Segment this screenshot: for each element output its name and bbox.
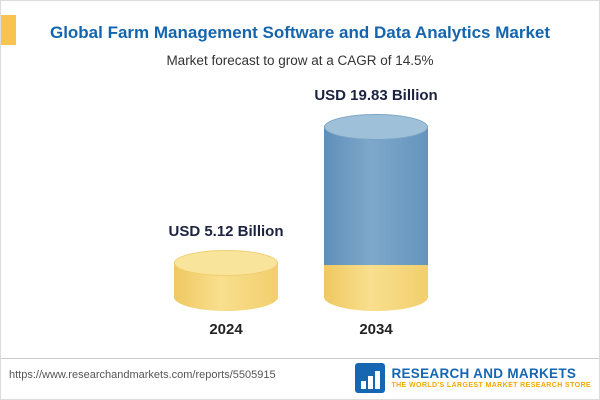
cylinder-top-2024 [174,250,278,276]
bar-2024: USD 5.12 Billion [168,223,284,311]
cylinder-base-2034 [324,265,428,311]
bar-chart-logo-icon [355,363,386,393]
page-title: Global Farm Management Software and Data… [49,23,551,42]
value-label-2034: USD 19.83 Billion [314,87,438,104]
value-label-2024: USD 5.12 Billion [168,223,284,240]
cylinder-2034 [324,114,428,311]
logo-text: RESEARCH AND MARKETS THE WORLD'S LARGEST… [391,366,591,390]
cylinder-2024 [174,250,278,311]
axis-label-2024: 2024 [209,321,243,338]
footer-divider [1,358,599,359]
researchandmarkets-logo: RESEARCH AND MARKETS THE WORLD'S LARGEST… [355,363,591,393]
bar-2034: USD 19.83 Billion [314,87,438,311]
cylinder-body-2034 [324,127,428,265]
logo-name: RESEARCH AND MARKETS [391,366,577,382]
axis-label-2034: 2034 [359,321,393,338]
logo-tagline: THE WORLD'S LARGEST MARKET RESEARCH STOR… [391,381,591,389]
accent-square-icon [1,15,16,45]
report-url-link[interactable]: https://www.researchandmarkets.com/repor… [9,369,276,381]
page-subtitle: Market forecast to grow at a CAGR of 14.… [166,53,434,68]
cylinder-top-2034 [324,114,428,140]
